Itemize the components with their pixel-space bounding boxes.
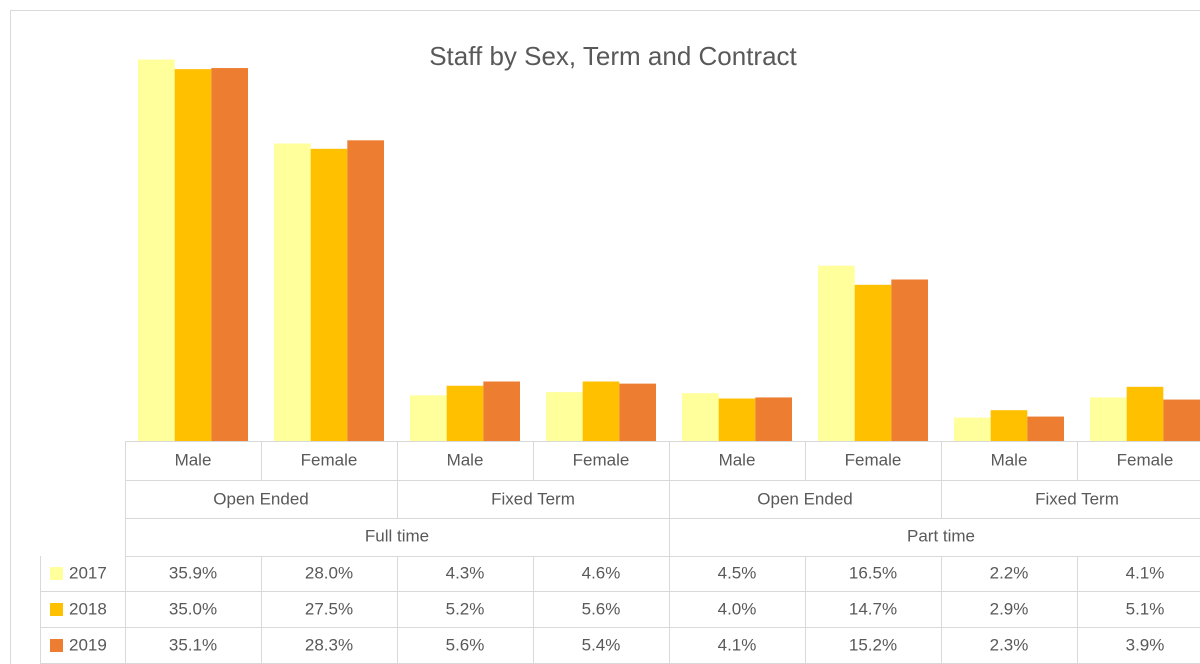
bar xyxy=(483,381,520,441)
legend-key xyxy=(50,603,63,616)
category-group-label: Open Ended xyxy=(213,489,308,508)
bar xyxy=(1090,397,1127,441)
data-table-value: 28.0% xyxy=(305,563,353,582)
data-table-value: 5.6% xyxy=(446,635,485,654)
bar xyxy=(274,143,311,441)
data-table-value: 5.2% xyxy=(446,599,485,618)
data-table-value: 2.2% xyxy=(990,563,1029,582)
category-group-label: Fixed Term xyxy=(1035,489,1119,508)
data-table-value: 16.5% xyxy=(849,563,897,582)
bar xyxy=(410,395,447,441)
bar xyxy=(718,398,756,441)
bar xyxy=(990,410,1028,441)
data-table-value: 14.7% xyxy=(849,599,897,618)
data-table-value: 27.5% xyxy=(305,599,353,618)
bar xyxy=(1126,386,1164,441)
bar xyxy=(546,392,583,441)
data-table-value: 4.5% xyxy=(718,563,757,582)
category-label: Female xyxy=(845,450,902,469)
bar xyxy=(1163,399,1200,441)
bar xyxy=(310,148,348,441)
data-table-value: 4.3% xyxy=(446,563,485,582)
category-label: Male xyxy=(447,450,484,469)
bar xyxy=(211,68,248,441)
bar xyxy=(1027,416,1064,441)
legend-key xyxy=(50,639,63,652)
category-label: Female xyxy=(1117,450,1174,469)
category-group-label: Open Ended xyxy=(757,489,852,508)
legend-key xyxy=(50,567,63,580)
category-group-label: Fixed Term xyxy=(491,489,575,508)
bar xyxy=(582,381,620,441)
bar xyxy=(347,140,384,441)
bar xyxy=(619,383,656,441)
category-label: Male xyxy=(175,450,212,469)
bar xyxy=(818,265,855,441)
bar xyxy=(682,393,719,441)
data-table-value: 5.4% xyxy=(582,635,621,654)
data-table-value: 4.1% xyxy=(718,635,757,654)
data-table-value: 3.9% xyxy=(1126,635,1165,654)
category-supergroup-label: Part time xyxy=(907,526,975,545)
data-table-value: 5.6% xyxy=(582,599,621,618)
chart-title: Staff by Sex, Term and Contract xyxy=(429,41,797,71)
legend-label: 2017 xyxy=(69,563,107,582)
bar xyxy=(954,417,991,441)
bar xyxy=(854,284,892,441)
bar xyxy=(446,385,484,441)
data-table-value: 4.1% xyxy=(1126,563,1165,582)
bar xyxy=(755,397,792,441)
bar xyxy=(138,59,175,441)
category-supergroup-label: Full time xyxy=(365,526,429,545)
data-table-value: 35.0% xyxy=(169,599,217,618)
category-label: Male xyxy=(719,450,756,469)
bar xyxy=(891,279,928,441)
data-table-value: 5.1% xyxy=(1126,599,1165,618)
data-table-value: 15.2% xyxy=(849,635,897,654)
bar xyxy=(174,69,212,441)
data-table-value: 28.3% xyxy=(305,635,353,654)
category-label: Female xyxy=(573,450,630,469)
category-label: Male xyxy=(991,450,1028,469)
data-table-value: 4.6% xyxy=(582,563,621,582)
legend-label: 2019 xyxy=(69,635,107,654)
data-table-value: 35.1% xyxy=(169,635,217,654)
data-table-value: 2.3% xyxy=(990,635,1029,654)
data-table-value: 4.0% xyxy=(718,599,757,618)
legend-label: 2018 xyxy=(69,599,107,618)
data-table-value: 35.9% xyxy=(169,563,217,582)
data-table-value: 2.9% xyxy=(990,599,1029,618)
category-label: Female xyxy=(301,450,358,469)
